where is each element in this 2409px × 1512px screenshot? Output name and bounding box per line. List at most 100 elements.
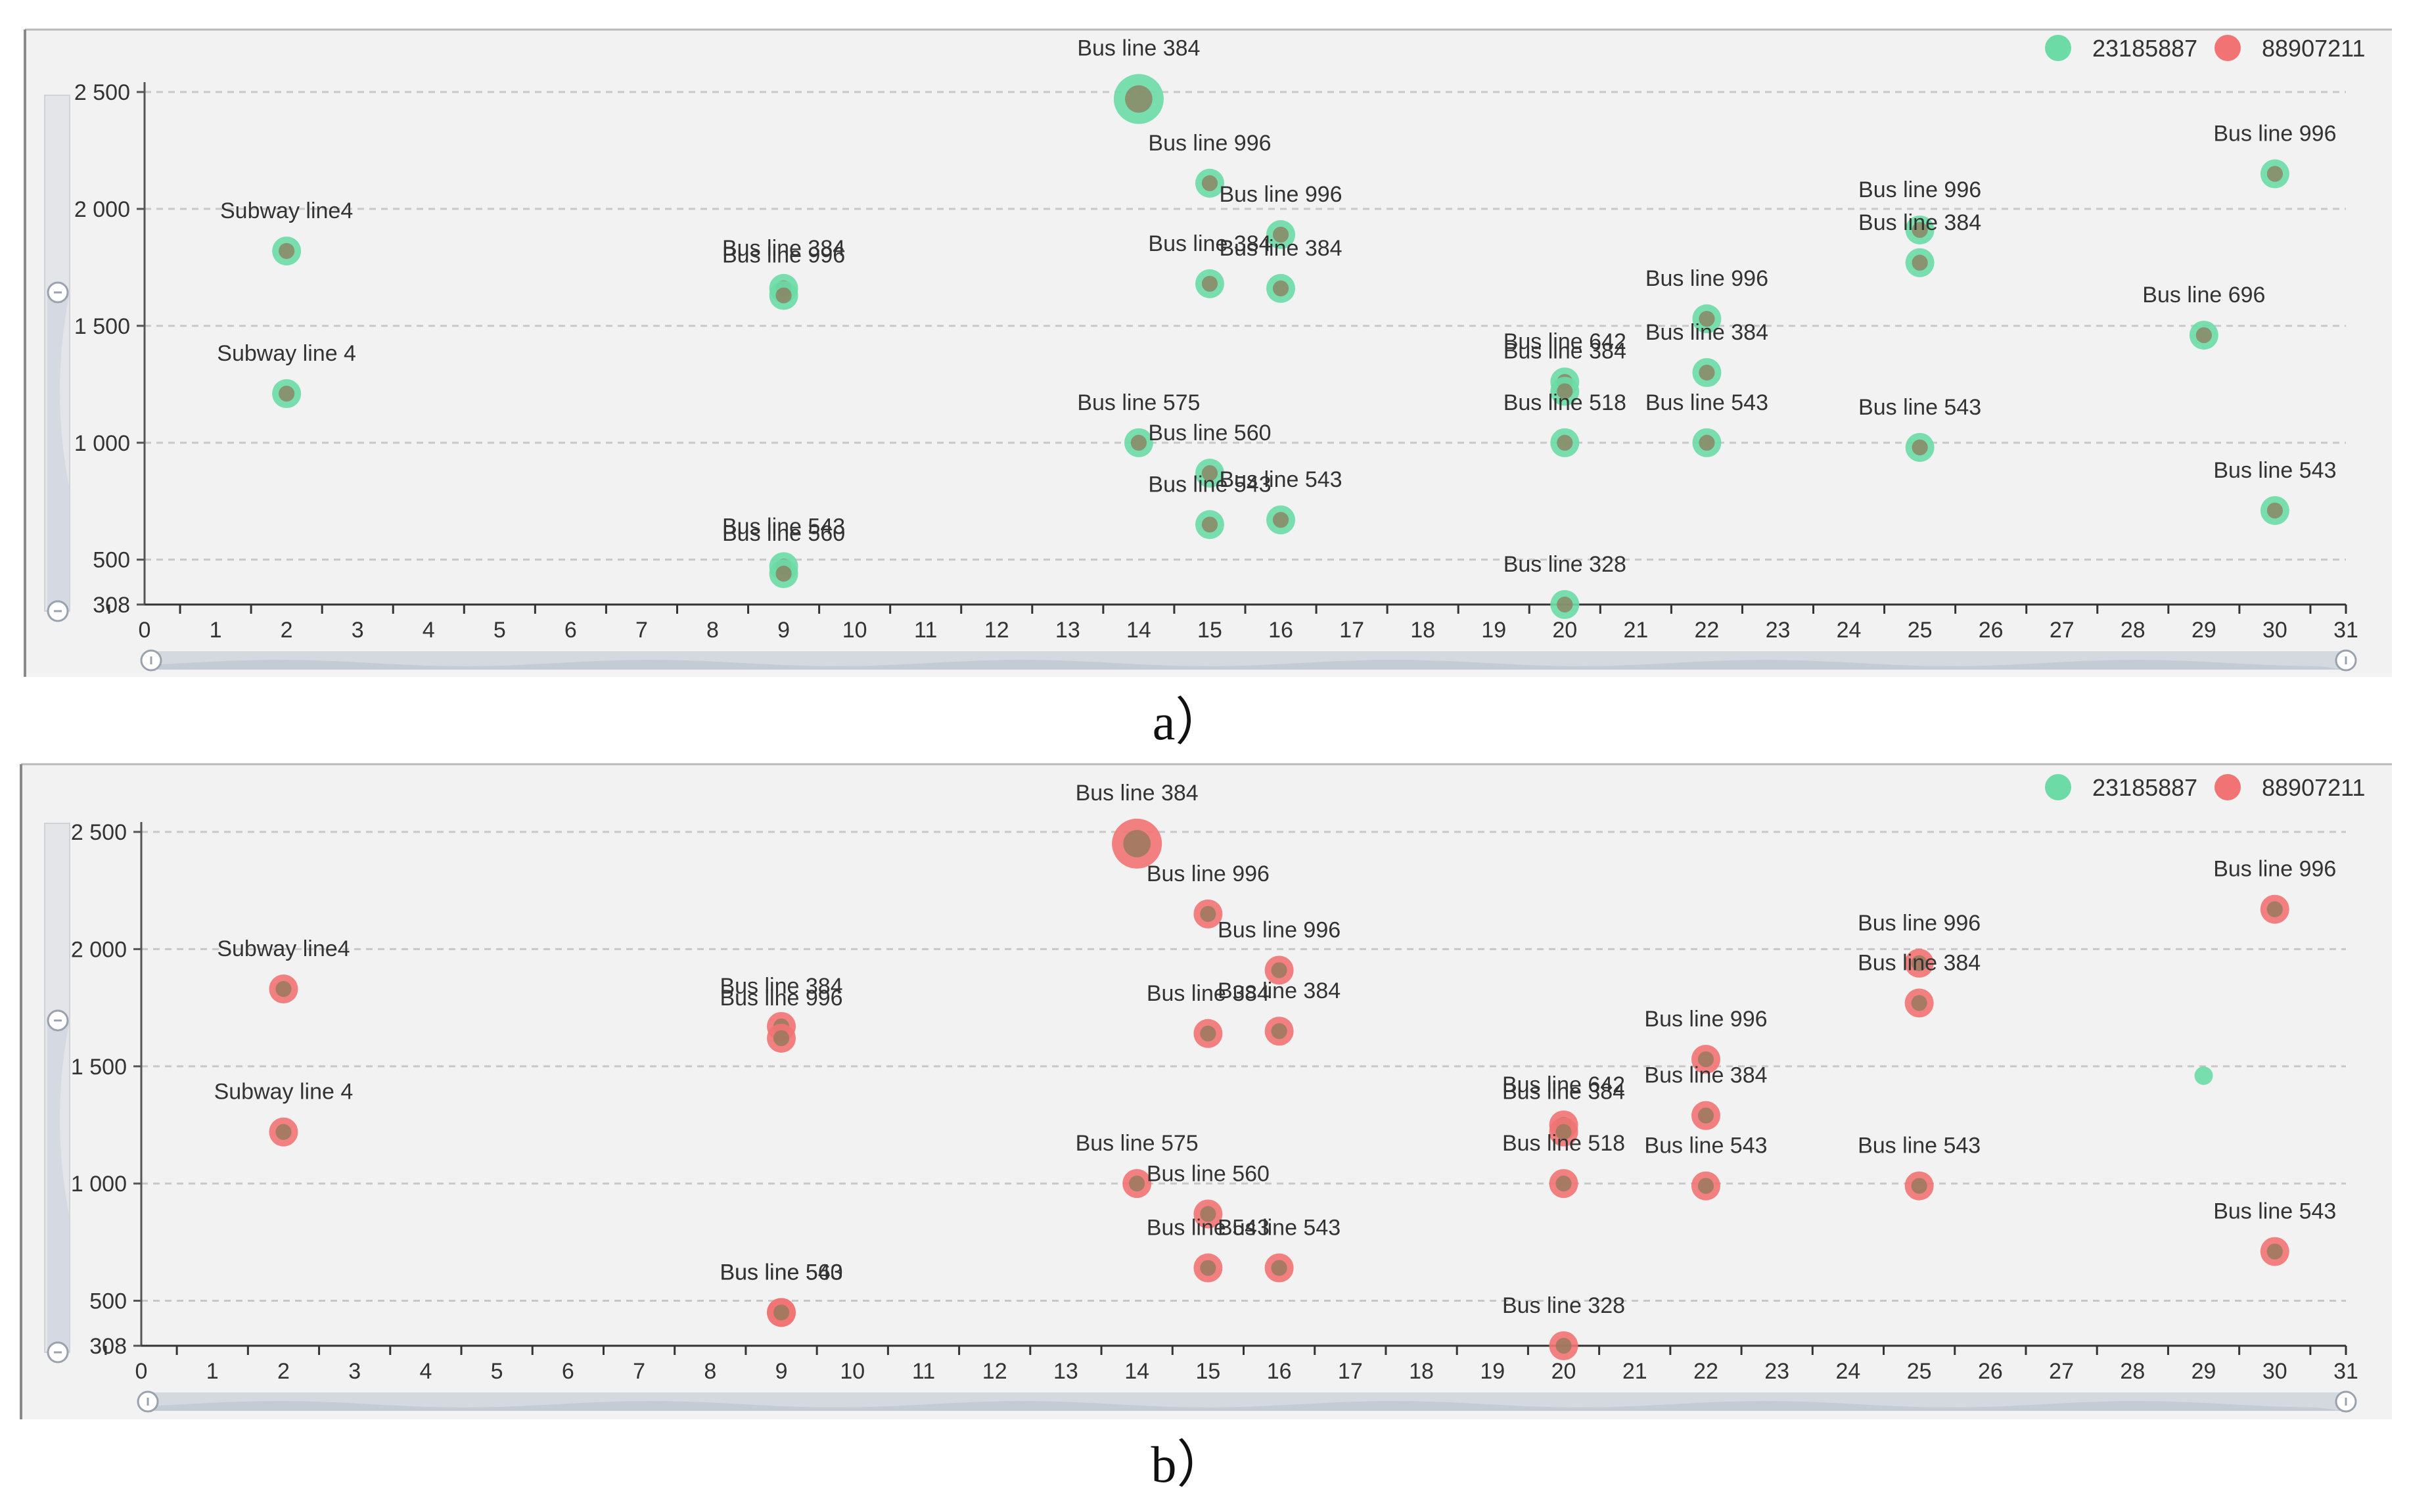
data-label: Bus line 996 (1858, 911, 1981, 936)
data-label: Bus line 996 (2213, 122, 2336, 147)
horizontal-zoom-shape (151, 660, 2346, 670)
x-tick-label: 10 (842, 618, 867, 643)
data-point-inner (1912, 221, 1928, 239)
legend-marker-23185887[interactable] (2045, 35, 2071, 61)
data-label: Bus line 996 (1219, 182, 1342, 207)
x-tick-label: 11 (912, 1359, 935, 1384)
x-tick-label: 11 (914, 618, 937, 643)
x-tick-label: 21 (1623, 618, 1648, 643)
y-tick-label: 308 (93, 593, 130, 618)
data-label: Bus line 384 (1503, 338, 1626, 363)
data-point-inner (1272, 226, 1289, 243)
data-point-inner (1272, 512, 1289, 528)
data-point-inner (1201, 465, 1218, 482)
data-label: Bus line 996 (1644, 1007, 1767, 1032)
data-label: Bus line 543 (2213, 458, 2336, 483)
data-point-inner (1912, 254, 1928, 271)
y-tick-label: 2 000 (71, 937, 127, 962)
x-tick-label: 22 (1695, 618, 1720, 643)
x-tick-label: 15 (1197, 618, 1222, 643)
x-tick-label: 15 (1195, 1359, 1220, 1384)
x-tick-label: 16 (1267, 1359, 1292, 1384)
data-label: Bus line 328 (1503, 552, 1626, 577)
x-tick-label: 5 (491, 1359, 503, 1384)
legend-label[interactable]: 88907211 (2262, 35, 2366, 62)
data-label: Bus line 996 (1147, 861, 1270, 886)
data-label: Bus line 996 (1148, 131, 1271, 156)
legend-marker-88907211[interactable] (2214, 35, 2241, 61)
y-tick-label: 1 500 (74, 314, 130, 339)
data-label: Bus line 575 (1076, 1131, 1199, 1156)
data-point-inner (1555, 1124, 1572, 1140)
y-tick-label: 500 (89, 1289, 127, 1314)
data-label: Bus line 518 (1503, 390, 1626, 415)
data-label: Bus line 384 (1077, 36, 1200, 61)
data-label: Bus line 996 (1218, 917, 1341, 942)
data-point-inner (1912, 439, 1928, 455)
data-point[interactable] (2194, 1066, 2213, 1086)
data-point-inner (773, 1304, 790, 1321)
data-point-inner (1200, 1206, 1216, 1222)
x-tick-label: 5 (493, 618, 506, 643)
x-tick-label: 29 (2191, 1359, 2216, 1384)
legend-marker-23185887[interactable] (2045, 774, 2071, 800)
data-point-inner (1201, 175, 1218, 191)
x-tick-label: 28 (2121, 618, 2145, 643)
x-tick-label: 31 (2333, 618, 2358, 643)
x-tick-label: 1 (206, 1359, 219, 1384)
data-point-inner (1271, 1260, 1287, 1276)
x-tick-label: 14 (1124, 1359, 1149, 1384)
data-label: Bus line 384 (1858, 210, 1981, 235)
data-point-inner (279, 385, 295, 402)
x-tick-label: 10 (840, 1359, 865, 1384)
data-label: Subway line 4 (217, 341, 356, 366)
data-point-inner (279, 242, 295, 260)
x-tick-label: 3 (348, 1359, 361, 1384)
data-point-inner (1911, 955, 1927, 971)
x-tick-label: 7 (635, 618, 648, 643)
vertical-zoom-shape (47, 292, 70, 611)
data-label: Bus line 543 (720, 1260, 842, 1285)
data-label: Bus line 996 (1858, 177, 1981, 202)
x-tick-label: 2 (277, 1359, 290, 1384)
x-tick-label: 30 (2262, 1359, 2287, 1384)
data-label: Bus line 996 (720, 986, 842, 1011)
x-tick-label: 14 (1126, 618, 1151, 643)
x-tick-label: 22 (1693, 1359, 1718, 1384)
data-label: Bus line 696 (2142, 283, 2265, 308)
x-tick-label: 18 (1409, 1359, 1434, 1384)
data-point-inner (275, 980, 292, 997)
data-point-inner (1123, 829, 1151, 858)
panel-caption-b: b） (1151, 1436, 1227, 1493)
data-label: Bus line 384 (1147, 981, 1270, 1006)
data-point-inner (1200, 1025, 1216, 1042)
legend-label[interactable]: 23185887 (2092, 774, 2197, 801)
x-tick-label: 24 (1837, 618, 1862, 643)
data-point-inner (1557, 596, 1573, 613)
x-tick-label: 8 (706, 618, 719, 643)
data-point-inner (773, 1030, 790, 1047)
legend-label[interactable]: 88907211 (2262, 774, 2366, 801)
data-label: Bus line 543 (1858, 1134, 1981, 1158)
data-point-inner (1555, 1337, 1572, 1354)
data-label: Bus line 996 (1645, 266, 1768, 291)
data-point-inner (775, 287, 792, 304)
legend-label[interactable]: 23185887 (2092, 35, 2197, 62)
panel-caption-a: a） (1153, 693, 1227, 750)
x-tick-label: 27 (2050, 618, 2075, 643)
data-point-inner (1201, 275, 1218, 292)
data-label: Subway line 4 (214, 1080, 354, 1105)
data-label: Bus line 575 (1077, 390, 1200, 415)
data-label: Bus line 384 (1645, 320, 1768, 345)
data-label: Bus line 560 (1147, 1162, 1270, 1187)
data-label: Bus line 384 (1219, 236, 1342, 261)
vertical-zoom-shape (47, 1020, 70, 1352)
x-tick-label: 26 (1979, 618, 2004, 643)
x-tick-label: 29 (2191, 618, 2216, 643)
x-tick-label: 19 (1481, 618, 1506, 643)
data-point-inner (1129, 1176, 1145, 1192)
legend-marker-88907211[interactable] (2214, 774, 2241, 800)
